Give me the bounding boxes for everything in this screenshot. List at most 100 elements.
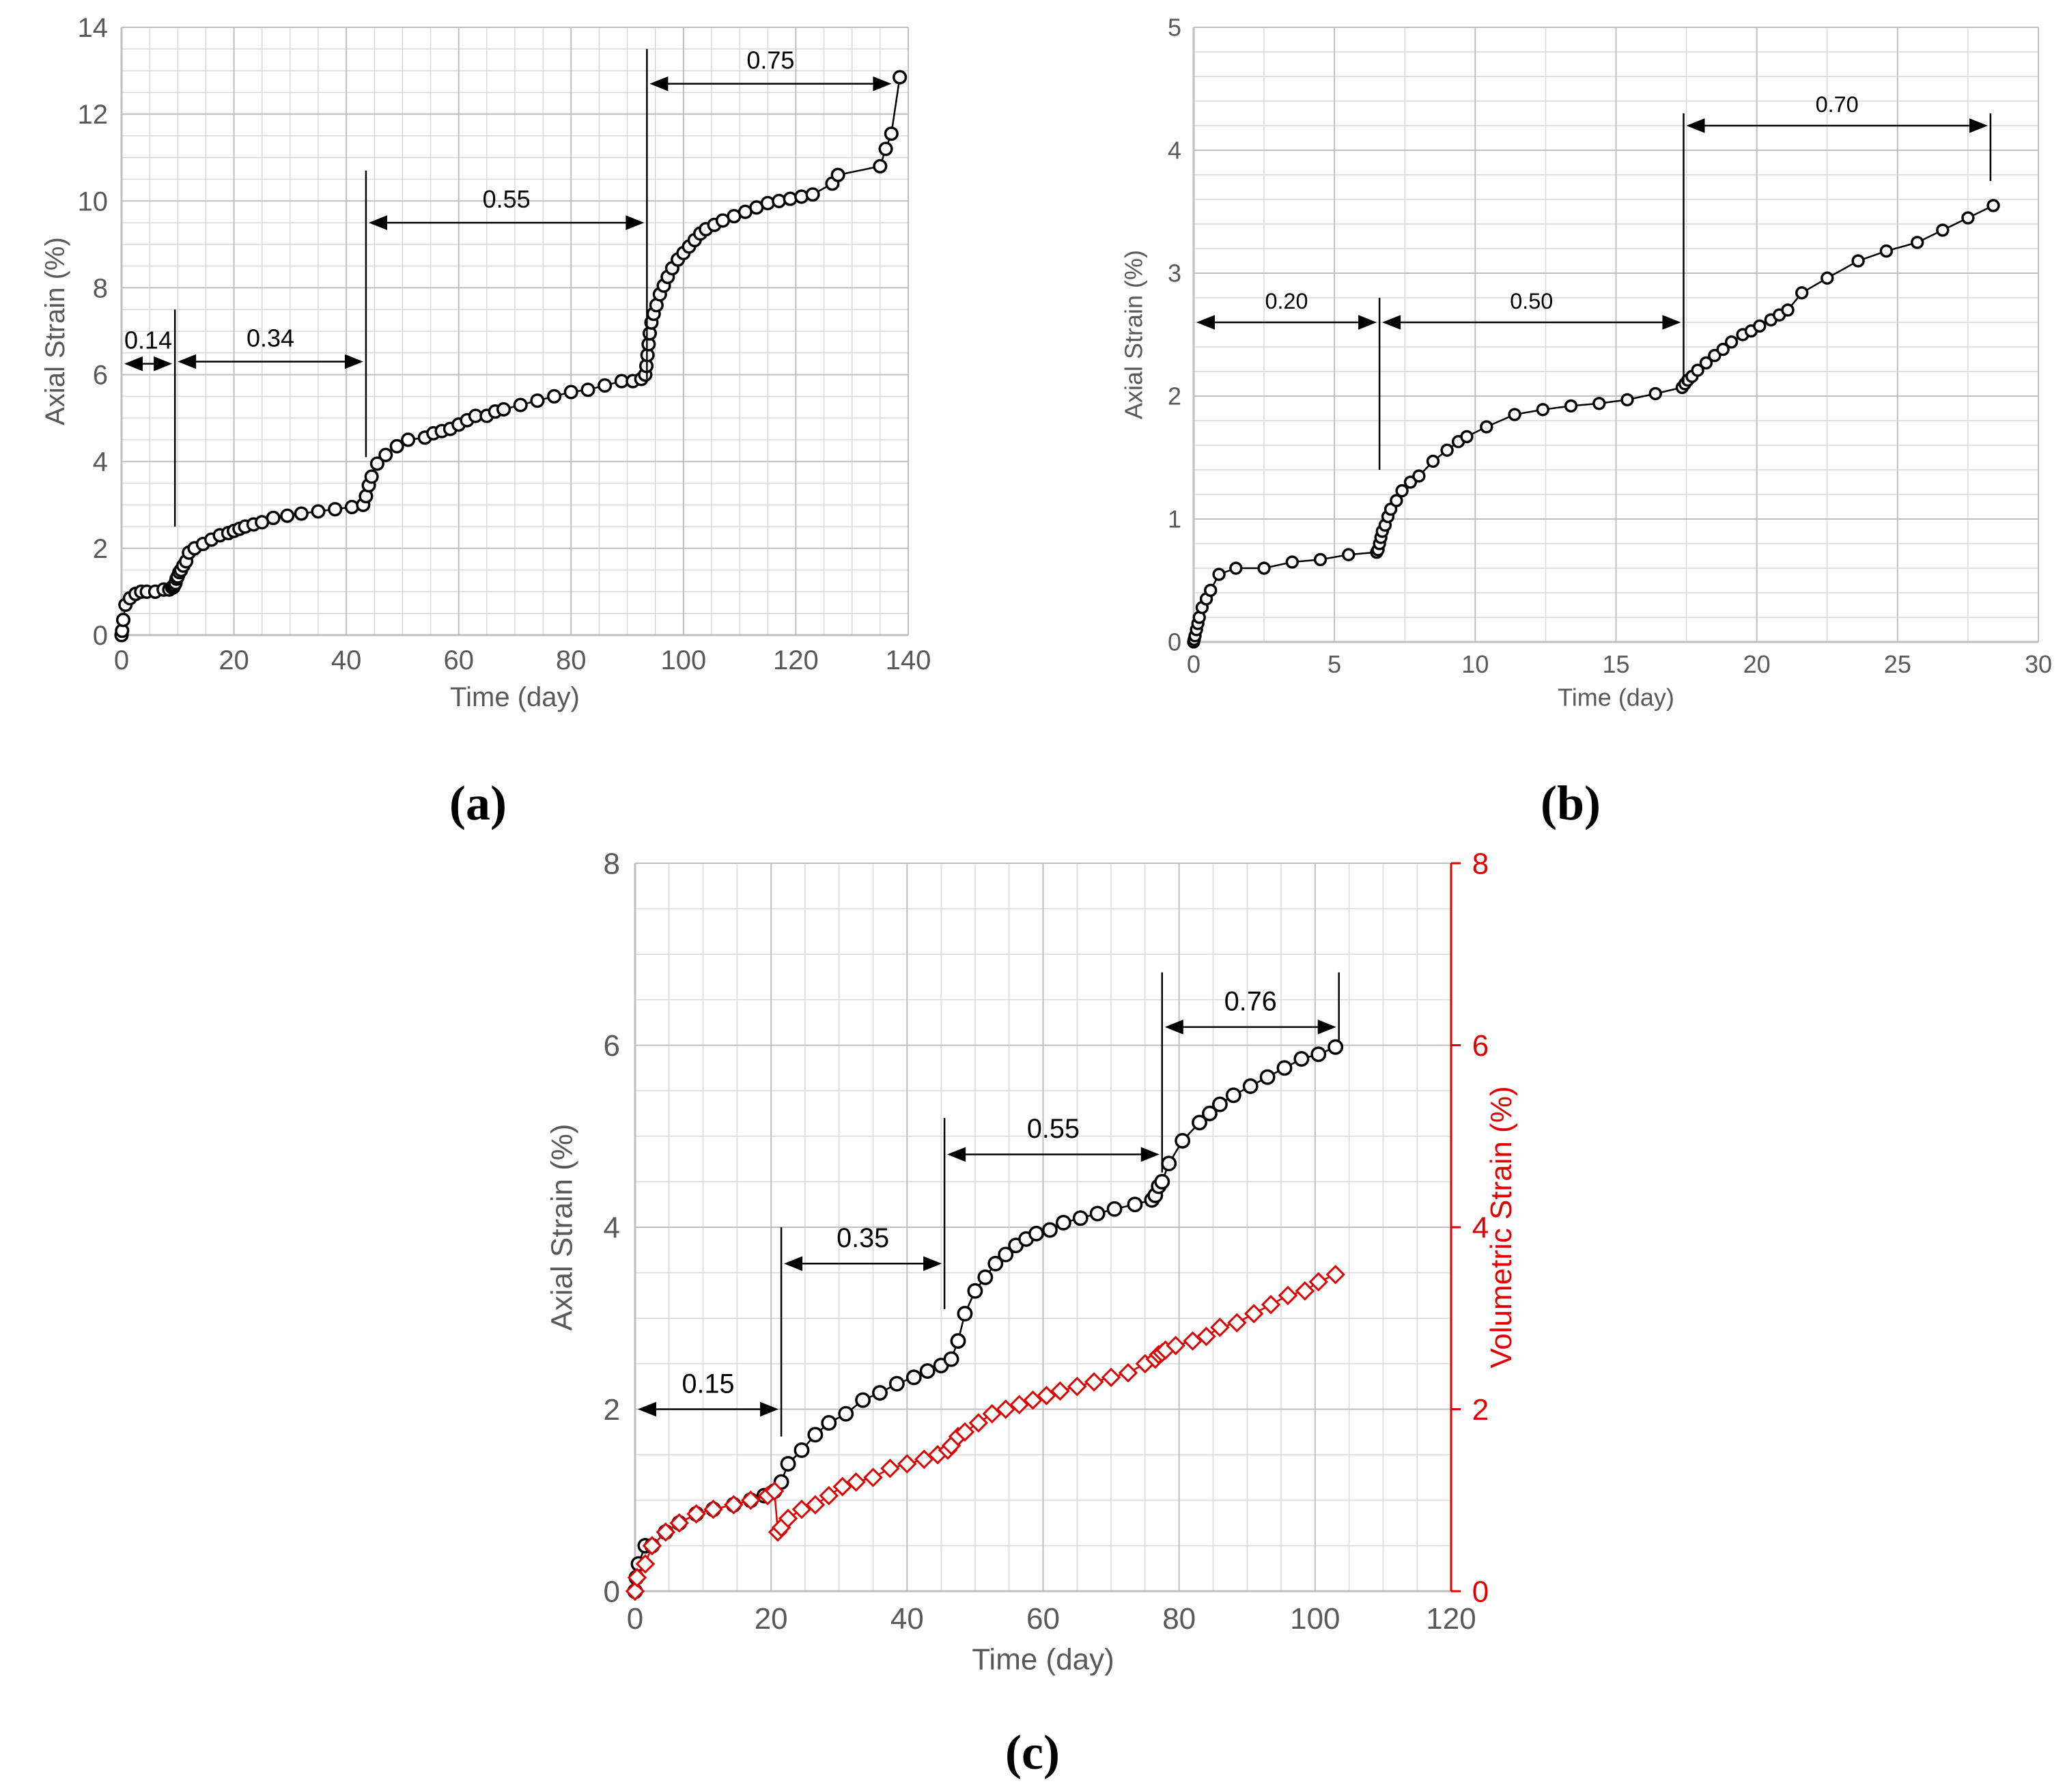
series-line — [1192, 204, 1994, 643]
data-point — [1648, 387, 1662, 401]
grid — [1193, 27, 2039, 643]
annotation: 0.14 — [124, 309, 176, 527]
data-point — [115, 613, 131, 628]
annotation-label: 0.35 — [837, 1223, 889, 1253]
data-point — [1242, 1078, 1259, 1094]
y-axis-title: Axial Strain (%) — [1119, 250, 1147, 419]
data-point — [1986, 199, 2000, 212]
arrow-head-right — [154, 356, 173, 372]
x-tick-label: 20 — [755, 1602, 788, 1636]
data-point — [1072, 1210, 1088, 1227]
x-tick-label: 60 — [443, 645, 474, 675]
series-line — [120, 76, 901, 636]
data-point — [863, 1468, 883, 1487]
data-point — [968, 1413, 989, 1433]
data-point — [819, 1485, 839, 1506]
data-point — [1261, 1295, 1281, 1315]
data-point — [1753, 319, 1767, 333]
x-tick-label: 20 — [1743, 650, 1771, 678]
data-point — [1781, 303, 1795, 317]
x-tick-label: 40 — [890, 1602, 924, 1636]
annotation-label: 0.55 — [483, 185, 531, 213]
data-point — [778, 1509, 798, 1528]
data-point — [294, 506, 309, 521]
data-point — [1210, 1317, 1230, 1337]
data-point — [1295, 1281, 1315, 1301]
data-point — [950, 1333, 966, 1349]
data-point — [791, 1499, 812, 1520]
data-point — [686, 1504, 706, 1524]
annotation: 0.20 — [1196, 289, 1381, 470]
x-tick-label: 5 — [1328, 650, 1341, 678]
arrow-head-left — [368, 215, 387, 230]
data-point — [1708, 348, 1722, 363]
data-point — [1795, 286, 1809, 300]
arrow-head-right — [1969, 118, 1988, 133]
arrow-head-right — [1317, 1020, 1336, 1035]
data-point — [832, 1476, 852, 1496]
annotation-label: 0.50 — [1510, 289, 1553, 313]
data-point — [998, 1246, 1014, 1263]
chart-panel-b: 0 5 10 15 20 25 30 0 1 2 3 4 5 Time (day) Axial Strain… — [1119, 14, 2052, 712]
y-tick-label: 2 — [93, 534, 108, 564]
data-point — [1050, 1381, 1070, 1401]
arrow-head-right — [344, 354, 363, 369]
data-point — [987, 1255, 1004, 1272]
data-point — [794, 189, 809, 204]
data-point — [1460, 430, 1474, 444]
x-tick-label: 80 — [1162, 1602, 1196, 1636]
y-tick-label: 2 — [604, 1393, 620, 1427]
data-point — [401, 432, 416, 447]
x-axis-title: Time (day) — [972, 1642, 1114, 1676]
arrow-head-right — [1358, 315, 1377, 330]
data-point — [1310, 1046, 1327, 1063]
y-tick-label: 4 — [93, 447, 108, 477]
data-point — [703, 1499, 723, 1520]
data-point — [884, 126, 899, 141]
right-y-tick-label: 4 — [1472, 1211, 1489, 1244]
data-point — [1278, 1285, 1298, 1306]
arrow-head-left — [178, 354, 197, 369]
data-point — [496, 402, 511, 417]
data-point — [1244, 1304, 1264, 1324]
y-tick-label: 1 — [1168, 505, 1181, 533]
data-point — [855, 1392, 871, 1408]
data-point — [1592, 397, 1606, 410]
data-point — [724, 1495, 744, 1515]
data-point — [1229, 561, 1243, 575]
x-tick-label: 20 — [219, 645, 249, 675]
data-point — [967, 1283, 983, 1299]
data-point — [280, 508, 295, 523]
data-point — [1212, 568, 1226, 581]
x-tick-label: 120 — [1426, 1602, 1476, 1636]
annotation-label: 0.15 — [682, 1369, 735, 1399]
data-point — [783, 191, 798, 206]
data-point — [1106, 1201, 1123, 1217]
y-tick-label: 6 — [604, 1029, 620, 1063]
annotation: 0.15 — [638, 1227, 783, 1437]
arrow-head-left — [1382, 315, 1401, 330]
data-point — [1412, 469, 1426, 483]
annotation-label: 0.20 — [1265, 289, 1308, 313]
data-point — [625, 1581, 645, 1601]
annotation: 0.70 — [1686, 92, 1992, 181]
x-tick-label: 10 — [1461, 650, 1489, 678]
data-point — [1313, 552, 1328, 567]
data-point — [1325, 1265, 1345, 1285]
y-tick-label: 2 — [1168, 382, 1181, 410]
y-tick-label: 0 — [93, 621, 108, 651]
data-point — [821, 1415, 837, 1431]
data-point — [1342, 548, 1355, 561]
y-axis-title: Axial Strain (%) — [546, 1123, 579, 1330]
x-tick-label: 30 — [2025, 650, 2052, 678]
data-point — [764, 1481, 785, 1501]
data-point — [1620, 393, 1634, 407]
annotation: 0.35 — [784, 1118, 946, 1309]
y-tick-label: 4 — [1168, 137, 1181, 165]
data-point — [1037, 1386, 1056, 1405]
data-point — [1426, 454, 1440, 468]
data-point — [669, 1513, 689, 1533]
data-point — [1259, 1069, 1276, 1085]
arrow-head-right — [873, 76, 892, 92]
